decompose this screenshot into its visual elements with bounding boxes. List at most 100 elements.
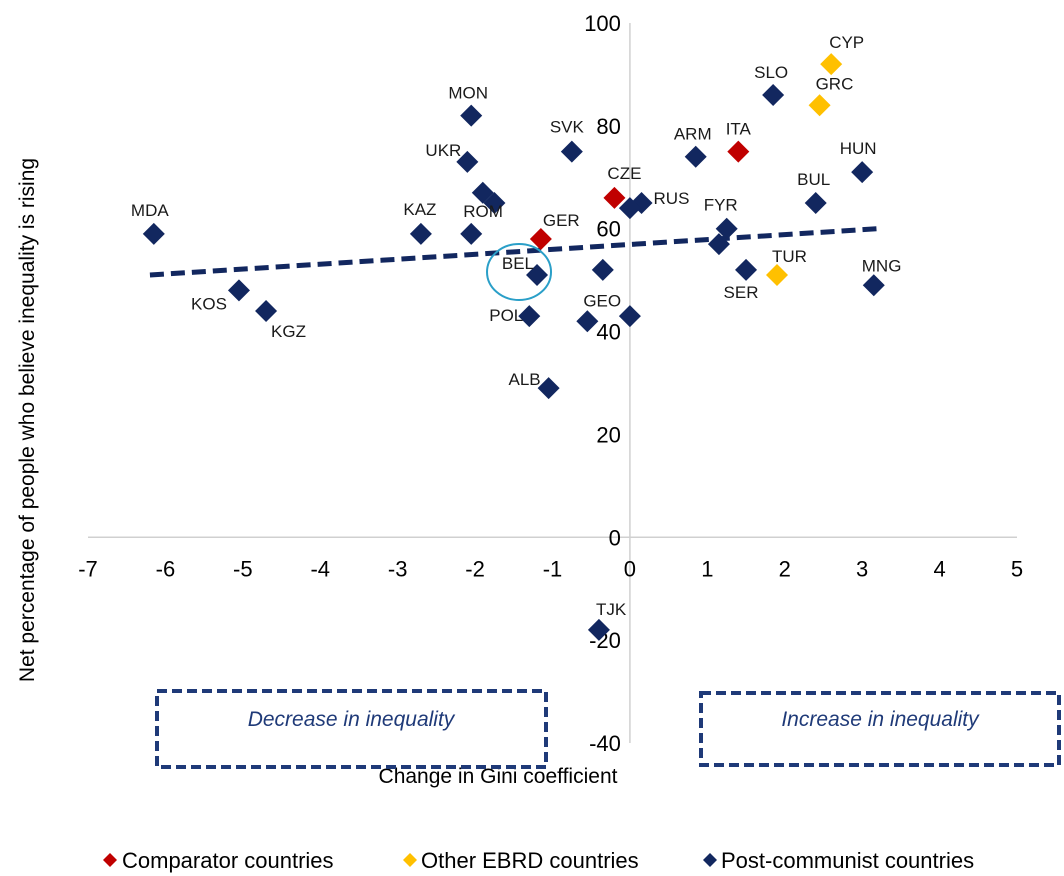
x-tick-label: -6 — [156, 556, 176, 581]
point-label: TUR — [772, 247, 807, 266]
data-point — [735, 258, 758, 281]
point-label: KAZ — [403, 200, 436, 219]
point-label: ALB — [508, 370, 540, 389]
point-label: MON — [448, 84, 488, 103]
x-tick-label: 1 — [701, 556, 713, 581]
legend: Comparator countries Other EBRD countrie… — [103, 848, 974, 873]
data-point — [820, 53, 843, 76]
legend-label-other-ebrd: Other EBRD countries — [421, 848, 639, 873]
data-point — [591, 258, 614, 281]
point-label: MDA — [131, 201, 169, 220]
data-point — [727, 140, 750, 163]
x-tick-label: 5 — [1011, 556, 1023, 581]
point-label: SLO — [754, 63, 788, 82]
data-point — [456, 150, 479, 173]
x-axis-title: Change in Gini coefficient — [379, 765, 618, 788]
data-point — [618, 197, 641, 220]
data-points — [142, 53, 885, 641]
point-label: KOS — [191, 294, 227, 313]
point-label: KGZ — [271, 322, 306, 341]
data-point — [851, 161, 874, 184]
point-label: ITA — [726, 120, 752, 139]
point-label: CZE — [607, 164, 641, 183]
y-tick-label: -40 — [589, 731, 621, 756]
increase-box — [699, 691, 1061, 767]
point-label: BUL — [797, 170, 830, 189]
point-label: RUS — [654, 189, 690, 208]
point-label: GER — [543, 211, 580, 230]
y-tick-label: 60 — [596, 217, 620, 242]
data-point — [603, 186, 626, 209]
point-label: CYP — [829, 33, 864, 52]
point-label: POL — [489, 306, 523, 325]
x-tick-label: -5 — [233, 556, 253, 581]
x-tick-label: -4 — [310, 556, 330, 581]
legend-marker-comparator — [103, 853, 117, 867]
data-point — [560, 140, 583, 163]
trendline-group — [149, 226, 878, 278]
x-tick-label: 4 — [933, 556, 945, 581]
data-point — [526, 264, 549, 286]
data-point — [576, 310, 599, 333]
decrease-box — [155, 689, 548, 769]
y-tick-label: 100 — [584, 11, 621, 36]
point-label: BEL — [502, 254, 534, 273]
data-point — [808, 94, 831, 117]
point-label: HUN — [840, 139, 877, 158]
data-point — [483, 192, 506, 214]
x-tick-label: 0 — [624, 556, 636, 581]
data-point — [142, 222, 165, 245]
data-point — [707, 233, 730, 256]
data-point — [518, 305, 541, 328]
point-label: SVK — [550, 118, 585, 137]
point-label: GRC — [816, 74, 854, 93]
point-label: TJK — [596, 600, 627, 619]
y-tick-label: 20 — [596, 422, 620, 447]
point-labels: ITA CZE GER CYP GRC TUR MDA KOS KGZ KAZ MON UKR ROM B… — [131, 33, 902, 619]
trendline — [149, 226, 878, 278]
decrease-box-label: Decrease in inequality — [248, 708, 456, 731]
legend-label-post-communist: Post-communist countries — [721, 848, 974, 873]
point-label: ARM — [674, 125, 712, 144]
highlight-circle — [486, 243, 553, 301]
y-tick-label: 80 — [596, 114, 620, 139]
data-point — [227, 279, 250, 302]
point-label: GEO — [583, 291, 621, 310]
point-label: UKR — [425, 141, 461, 160]
point-label: FYR — [704, 196, 738, 215]
data-point — [862, 274, 885, 297]
point-label: SER — [724, 283, 759, 302]
increase-box-label: Increase in inequality — [781, 708, 980, 731]
y-tick-label: 0 — [609, 525, 621, 550]
legend-marker-other-ebrd — [403, 853, 417, 867]
data-point — [684, 145, 707, 168]
y-axis-title: Net percentage of people who believe ine… — [16, 158, 39, 682]
legend-label-comparator: Comparator countries — [122, 848, 334, 873]
data-point — [529, 228, 552, 250]
data-point — [762, 84, 785, 106]
point-label: MNG — [862, 256, 902, 275]
data-point — [460, 222, 483, 245]
x-tick-label: -3 — [388, 556, 408, 581]
data-point — [255, 300, 278, 322]
data-point — [409, 222, 432, 245]
x-tick-label: -1 — [543, 556, 563, 581]
x-tick-labels: -7 -6 -5 -4 -3 -2 -1 0 1 2 3 4 5 — [78, 556, 1023, 581]
data-point — [537, 377, 560, 400]
data-point — [587, 618, 610, 641]
legend-marker-post-communist — [703, 853, 717, 867]
data-point — [460, 104, 483, 127]
point-label: ROM — [463, 202, 503, 221]
data-point — [804, 192, 827, 214]
data-point — [715, 217, 738, 240]
x-tick-label: -7 — [78, 556, 98, 581]
data-point — [766, 264, 789, 286]
x-tick-label: -2 — [465, 556, 485, 581]
x-tick-label: 3 — [856, 556, 868, 581]
x-tick-label: 2 — [779, 556, 791, 581]
y-tick-label: 40 — [596, 320, 620, 345]
axes — [88, 23, 1017, 743]
data-point — [618, 305, 641, 328]
